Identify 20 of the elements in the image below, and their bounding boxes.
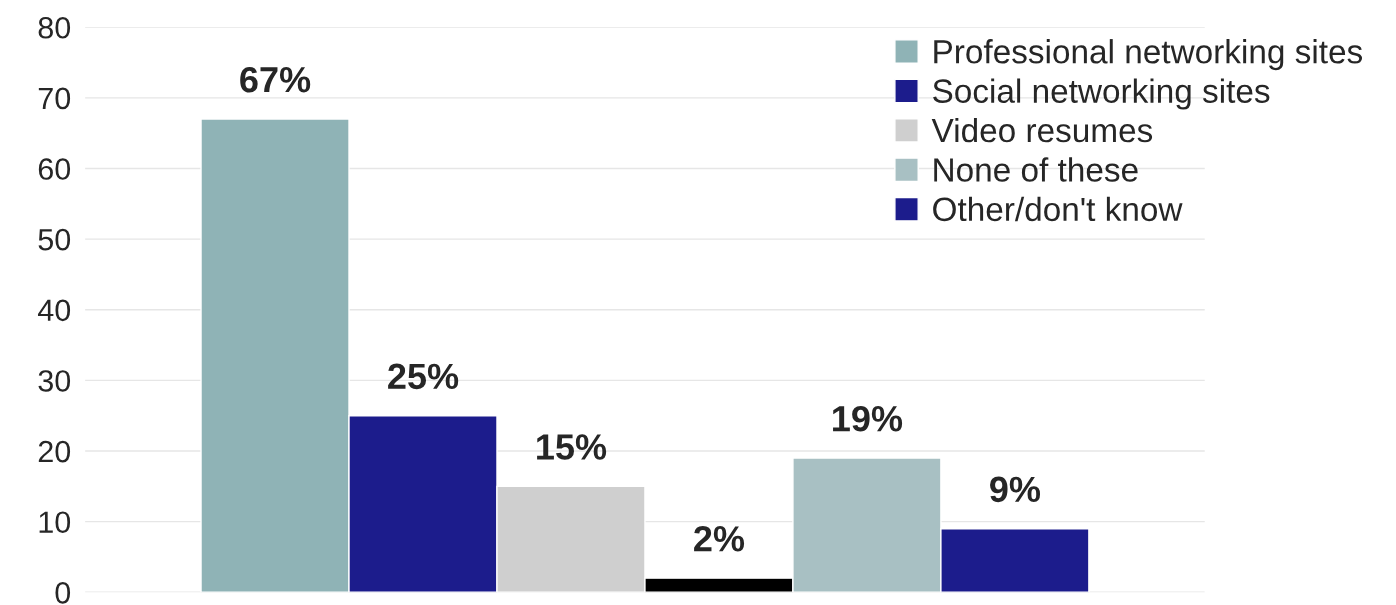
legend-label: Social networking sites bbox=[933, 78, 1270, 110]
data-label: 2% bbox=[694, 526, 745, 552]
data-label: 15% bbox=[537, 434, 607, 460]
y-tick-label: 40 bbox=[37, 299, 71, 322]
y-tick-label: 30 bbox=[38, 370, 71, 392]
legend-label: Professional networking sites bbox=[934, 39, 1363, 71]
y-tick-label: 0 bbox=[55, 582, 71, 604]
y-tick-label: 10 bbox=[39, 511, 71, 534]
y-tick-label: 80 bbox=[38, 16, 71, 39]
y-tick-label: 70 bbox=[38, 87, 71, 110]
data-label: 19% bbox=[833, 405, 903, 432]
y-tick-label: 60 bbox=[38, 158, 71, 180]
data-label: 25% bbox=[388, 363, 459, 390]
data-label: 67% bbox=[240, 66, 311, 93]
legend-label: Video resumes bbox=[931, 117, 1153, 143]
legend-label: None of these bbox=[934, 157, 1138, 182]
y-tick-label: 50 bbox=[38, 228, 71, 251]
data-label: 9% bbox=[990, 476, 1041, 503]
y-tick-label: 20 bbox=[38, 440, 71, 463]
legend-label: Other/don't know bbox=[933, 196, 1183, 222]
